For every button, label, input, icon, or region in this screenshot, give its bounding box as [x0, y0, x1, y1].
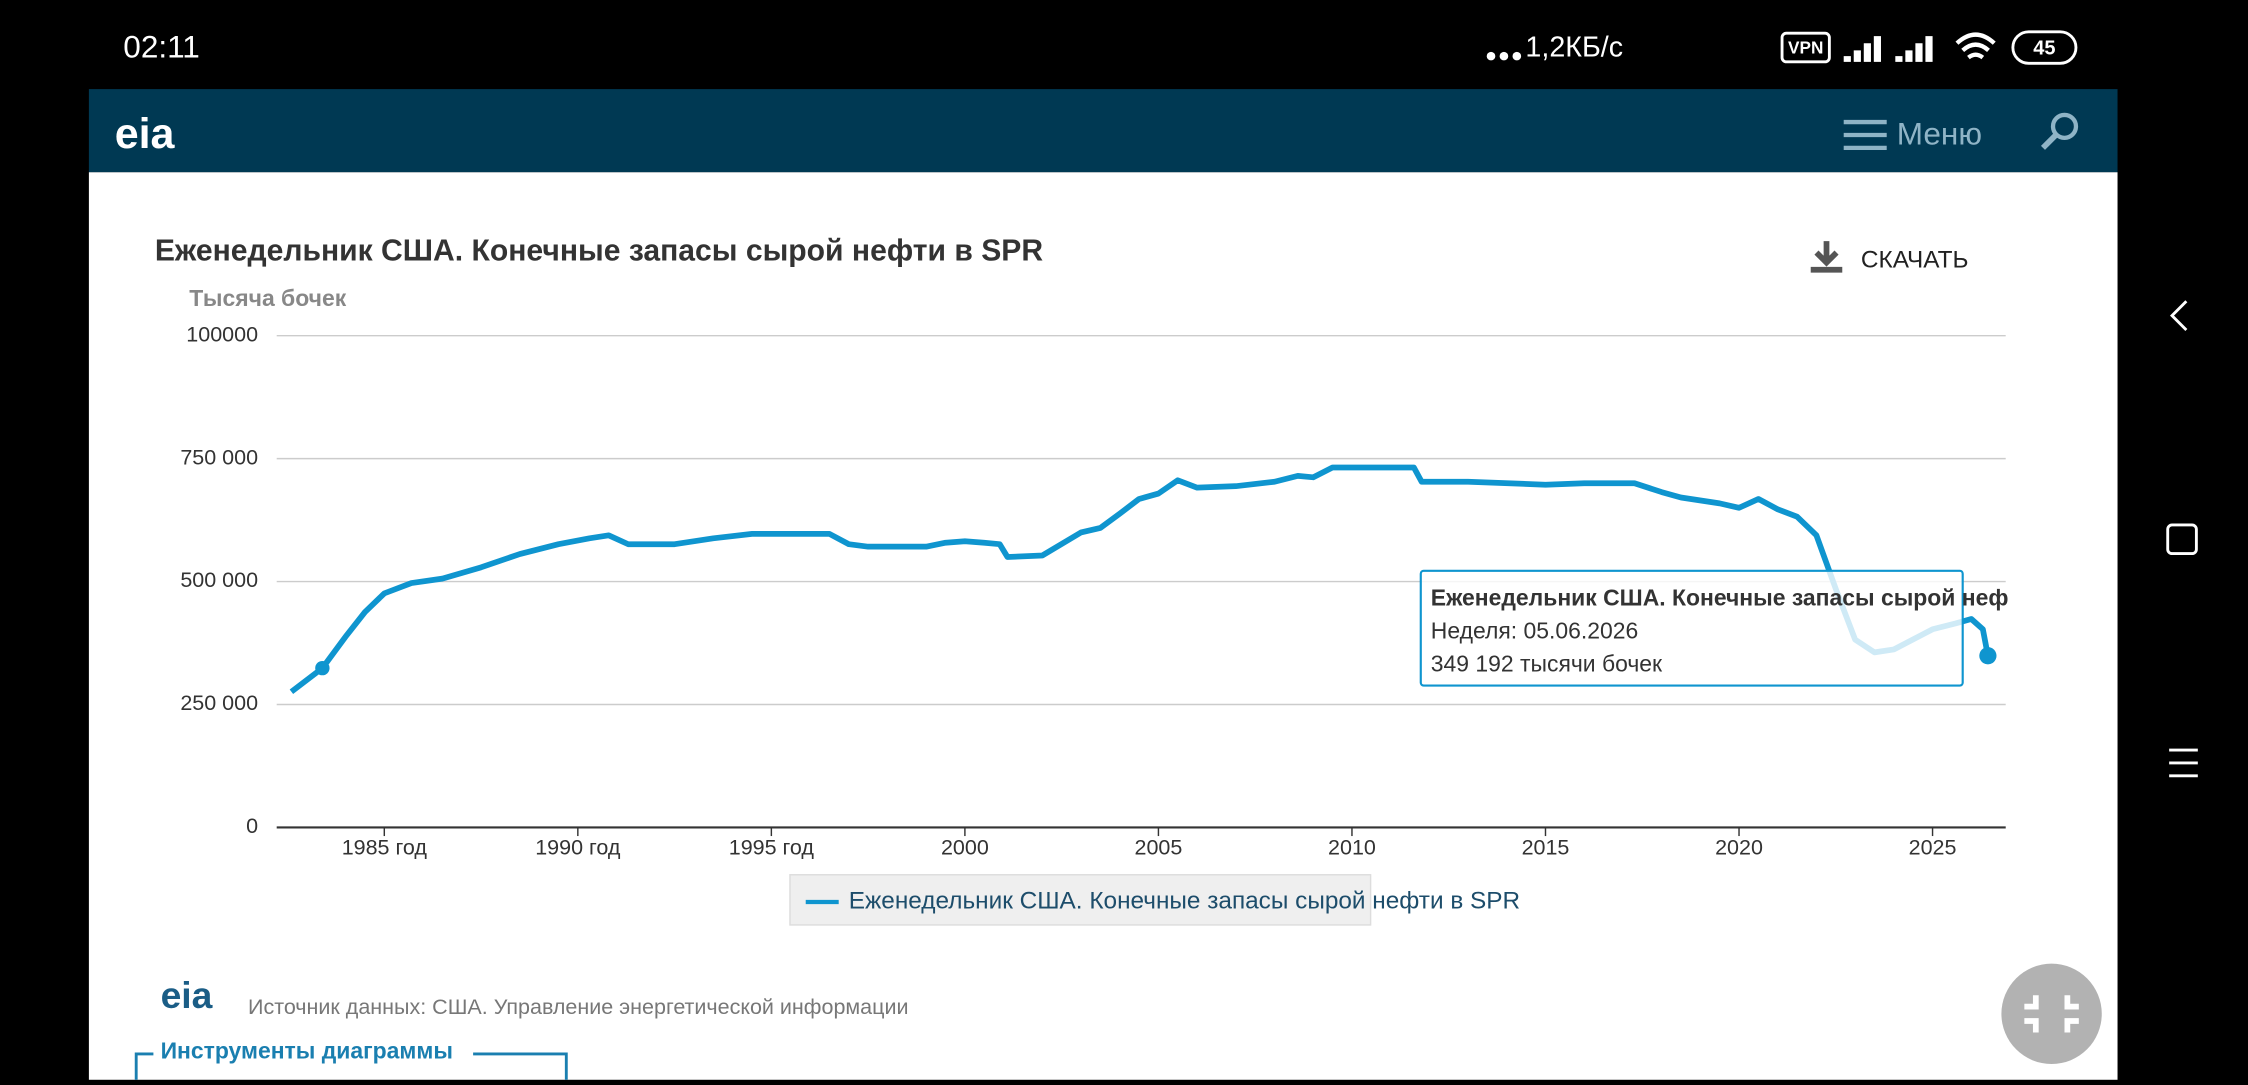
download-icon[interactable] [1810, 241, 1843, 273]
dot [1512, 51, 1522, 61]
tooltip-value: 349 192 тысячи бочек [1431, 651, 1663, 677]
wifi [1955, 32, 1996, 60]
data-point [315, 660, 330, 676]
download[interactable]: СКАЧАТЬ [1861, 247, 1969, 274]
x-tick-label: 2010 [1328, 836, 1376, 860]
vpn-box [1780, 31, 1831, 64]
x-tick-label: 1990 год [535, 836, 621, 860]
clock: 02:11 [123, 28, 200, 64]
battery-box [2011, 30, 2078, 65]
header [88, 89, 2118, 173]
net-speed: 1,2КБ/с [1525, 32, 1623, 64]
dot [1499, 51, 1509, 61]
x-tick-label: 1995 год [729, 836, 815, 860]
search-icon[interactable] [2050, 112, 2079, 141]
x-tick-label: 2000 [941, 836, 989, 860]
vpn: VPN [1788, 38, 1823, 58]
x-tick-label: 1985 год [342, 836, 428, 860]
dot [1486, 51, 1496, 61]
source: Источник данных: США. Управление энергет… [248, 995, 908, 1019]
battery: 45 [2033, 37, 2055, 59]
nav-recent[interactable] [2169, 748, 2198, 778]
signal [1843, 36, 1933, 62]
tooltip [1419, 569, 1964, 687]
logo: eia [115, 110, 176, 158]
nav-home[interactable] [2166, 523, 2198, 556]
menu-icon[interactable] [1843, 119, 1887, 151]
y-tick-label: 500 000 [180, 568, 258, 592]
fullscreen-button[interactable] [2001, 963, 2102, 1065]
collapse-icon [2024, 995, 2079, 1033]
x-tick-label: 2005 [1135, 836, 1183, 860]
y-tick-label: 0 [246, 814, 258, 838]
data-point [1979, 647, 1997, 665]
y-tick-label: 750 000 [180, 445, 258, 469]
x-tick-label: 2015 [1522, 836, 1570, 860]
data-line [289, 464, 1991, 695]
x-tick-label: 2020 [1715, 836, 1763, 860]
tools[interactable]: Инструменты диаграммы [161, 1038, 453, 1064]
legend [789, 874, 1372, 926]
chart-title: Еженедельник США. Конечные запасы сырой … [155, 235, 1044, 268]
y-tick-label: 250 000 [180, 691, 258, 715]
nav-back[interactable] [2169, 300, 2188, 331]
footer-logo: eia [161, 974, 213, 1016]
x-tick-label: 2025 [1909, 836, 1957, 860]
search-handle [2040, 132, 2058, 150]
tooltip-week: Неделя: 05.06.2026 [1431, 618, 1638, 644]
tooltip-title: Еженедельник США. Конечные запасы сырой … [1431, 585, 2009, 611]
menu[interactable]: Меню [1897, 116, 1982, 152]
y-axis-label: Тысяча бочек [189, 285, 346, 311]
legend-label: Еженедельник США. Конечные запасы сырой … [849, 887, 1520, 914]
tools-frame [134, 1052, 568, 1080]
y-tick-label: 100000 [186, 322, 258, 346]
